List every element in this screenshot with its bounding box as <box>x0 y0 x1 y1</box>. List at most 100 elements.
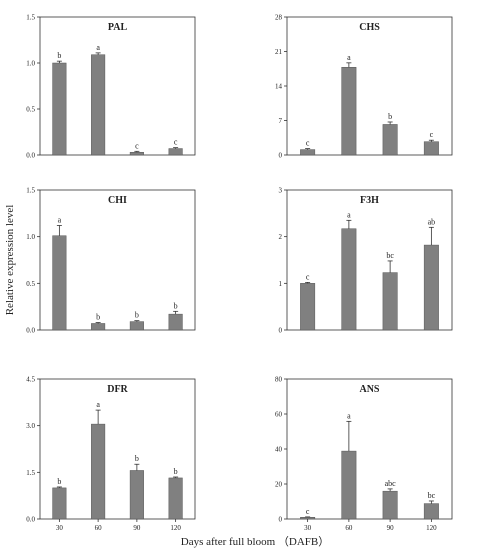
bar <box>382 124 398 156</box>
panel-title: ANS <box>359 384 379 395</box>
bar <box>91 423 106 520</box>
significance-letter: b <box>57 51 61 60</box>
bar <box>168 313 183 331</box>
y-tick-label: 1.5 <box>26 187 35 195</box>
bar <box>129 151 144 156</box>
panel-frame <box>286 16 453 156</box>
significance-letter: a <box>58 215 62 224</box>
y-tick-label: 60 <box>275 411 283 419</box>
y-tick-label: 1.5 <box>26 14 35 22</box>
bar <box>168 148 183 156</box>
significance-letter: a <box>347 210 351 219</box>
significance-letter: b <box>388 112 392 121</box>
y-tick-label: 14 <box>275 83 283 91</box>
significance-letter: b <box>174 301 178 310</box>
x-axis-label: Days after full bloom （DAFB） <box>181 535 329 548</box>
panel-title: PAL <box>108 22 128 33</box>
y-tick-label: 0.5 <box>26 106 35 114</box>
bar <box>300 149 316 156</box>
bar <box>300 517 316 520</box>
bar <box>341 450 357 520</box>
bar <box>52 487 67 520</box>
significance-letter: b <box>174 467 178 476</box>
y-tick-label: 1 <box>279 280 283 288</box>
y-tick-label: 0 <box>279 516 283 524</box>
significance-letter: bc <box>428 491 436 500</box>
panel-ans: 0 20 40 60 80 ANS c 30 a 60 abc 90 bc 120 <box>275 376 453 532</box>
significance-letter: c <box>306 507 310 516</box>
bar <box>382 272 398 331</box>
bar <box>382 490 398 520</box>
y-tick-label: 0.0 <box>26 327 35 335</box>
y-tick-label: 40 <box>275 446 283 454</box>
bar <box>423 503 439 520</box>
bar <box>91 323 106 331</box>
significance-letter: a <box>96 400 100 409</box>
y-tick-label: 0 <box>279 327 283 335</box>
panel-title: CHI <box>108 195 127 206</box>
bar <box>341 228 357 331</box>
bar <box>341 67 357 156</box>
significance-letter: c <box>306 139 310 148</box>
x-tick-label: 60 <box>345 524 353 532</box>
significance-letter: b <box>57 477 61 486</box>
bar <box>52 235 67 331</box>
significance-letter: ab <box>428 217 436 226</box>
panel-f3h: 0 1 2 3 F3H c a bc ab <box>279 187 453 335</box>
panel-frame <box>39 378 196 520</box>
bar <box>129 321 144 331</box>
significance-letter: a <box>347 53 351 62</box>
panel-frame <box>39 189 196 331</box>
panel-title: CHS <box>359 22 380 33</box>
panel-pal: 0.0 0.5 1.0 1.5 PAL b a c c <box>26 14 196 160</box>
significance-letter: a <box>96 43 100 52</box>
y-tick-label: 21 <box>275 48 283 56</box>
y-tick-label: 3.0 <box>26 422 35 430</box>
y-tick-label: 0.0 <box>26 516 35 524</box>
y-tick-label: 1.0 <box>26 233 35 241</box>
panel-chs: 0 7 14 21 28 CHS c a b c <box>275 14 453 160</box>
significance-letter: b <box>135 454 139 463</box>
bar <box>52 62 67 156</box>
x-tick-label: 30 <box>56 524 64 532</box>
significance-letter: bc <box>386 251 394 260</box>
bar <box>300 283 316 331</box>
y-tick-label: 20 <box>275 481 283 489</box>
y-tick-label: 4.5 <box>26 376 35 384</box>
x-tick-label: 60 <box>95 524 103 532</box>
significance-letter: b <box>96 313 100 322</box>
bar <box>129 470 144 520</box>
y-tick-label: 80 <box>275 376 283 384</box>
y-tick-label: 2 <box>279 233 283 241</box>
significance-letter: c <box>135 141 139 150</box>
y-tick-label: 7 <box>279 117 283 125</box>
bar <box>91 54 106 156</box>
bar <box>423 141 439 156</box>
significance-letter: abc <box>385 479 397 488</box>
panel-dfr: 0.0 1.5 3.0 4.5 DFR b 30 a 60 b 90 b 120 <box>26 376 196 532</box>
y-tick-label: 1.0 <box>26 60 35 68</box>
panel-chi: 0.0 0.5 1.0 1.5 CHI a b b b <box>26 187 196 335</box>
panel-title: F3H <box>360 195 379 206</box>
significance-letter: c <box>430 130 434 139</box>
y-tick-label: 0.0 <box>26 152 35 160</box>
significance-letter: c <box>174 138 178 147</box>
x-tick-label: 90 <box>387 524 395 532</box>
x-tick-label: 120 <box>426 524 437 532</box>
bar <box>168 477 183 520</box>
y-tick-label: 1.5 <box>26 469 35 477</box>
y-tick-label: 0 <box>279 152 283 160</box>
panel-frame <box>286 189 453 331</box>
x-tick-label: 90 <box>133 524 141 532</box>
significance-letter: a <box>347 411 351 420</box>
x-tick-label: 30 <box>304 524 312 532</box>
y-axis-label: Relative expression level <box>4 205 16 316</box>
y-tick-label: 0.5 <box>26 280 35 288</box>
significance-letter: c <box>306 272 310 281</box>
y-tick-label: 3 <box>279 187 283 195</box>
significance-letter: b <box>135 311 139 320</box>
y-tick-label: 28 <box>275 14 283 22</box>
x-tick-label: 120 <box>170 524 181 532</box>
panel-frame <box>39 16 196 156</box>
